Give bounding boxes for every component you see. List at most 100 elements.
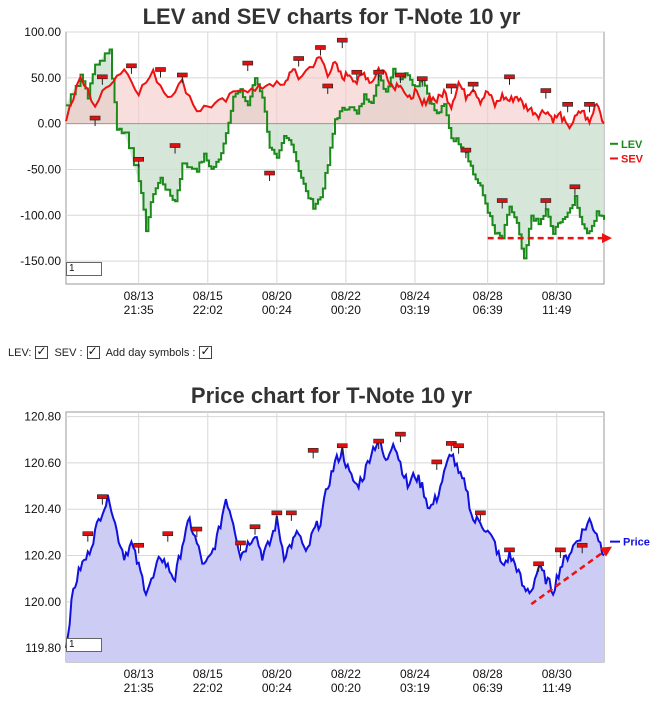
x-tick-time-label: 21:35: [124, 681, 154, 695]
x-tick-time-label: 22:02: [193, 681, 223, 695]
x-tick-time-label: 03:19: [400, 303, 430, 317]
x-tick-time-label: 22:02: [193, 303, 223, 317]
x-tick-date-label: 08/28: [473, 667, 503, 681]
x-tick-date-label: 08/20: [262, 289, 292, 303]
day-symbols-toggle-label: Add day symbols :: [105, 346, 196, 359]
lev-series-line: [66, 48, 605, 260]
x-tick-time-label: 00:20: [331, 303, 361, 317]
price-day-marker: [235, 540, 246, 546]
price-trend-arrow-head: [600, 546, 612, 557]
sev-day-marker: [467, 81, 479, 87]
day-symbols-checkbox[interactable]: [199, 344, 213, 359]
price-day-marker: [373, 438, 384, 444]
y-tick-label: 0.00: [38, 117, 62, 131]
sev-day-marker: [395, 72, 406, 78]
sev-day-marker: [293, 56, 304, 61]
lev-checkbox[interactable]: [35, 344, 49, 359]
sev-checkbox[interactable]: [86, 344, 100, 359]
x-tick-date-label: 08/30: [542, 289, 572, 303]
x-tick-time-label: 00:24: [262, 681, 292, 695]
x-tick-date-label: 08/15: [193, 289, 223, 303]
x-tick-time-label: 00:20: [331, 681, 361, 695]
sev-day-marker: [562, 102, 573, 107]
y-tick-label: 50.00: [31, 71, 61, 85]
x-tick-date-label: 08/22: [331, 667, 361, 681]
x-tick-time-label: 11:49: [542, 303, 571, 317]
price-zoom-input[interactable]: 1: [66, 638, 102, 652]
y-tick-label: 120.80: [24, 410, 61, 424]
price-day-marker: [162, 531, 174, 536]
price-area: [66, 440, 604, 662]
x-tick-date-label: 08/24: [400, 289, 430, 303]
price-day-marker: [475, 510, 486, 516]
price-day-marker: [395, 431, 406, 437]
x-tick-time-label: 00:24: [262, 303, 292, 317]
x-tick-time-label: 11:49: [542, 681, 571, 695]
x-tick-date-label: 08/28: [473, 289, 503, 303]
x-tick-time-label: 06:39: [473, 303, 503, 317]
lev-day-marker: [133, 156, 145, 162]
x-tick-date-label: 08/30: [542, 667, 572, 681]
lev-toggle-label: LEV:: [8, 346, 32, 359]
lev-day-marker: [169, 143, 181, 148]
x-tick-date-label: 08/20: [262, 667, 292, 681]
y-tick-label: 119.80: [25, 641, 61, 655]
y-tick-label: 120.60: [24, 456, 61, 470]
sev-day-marker: [242, 60, 254, 66]
price-day-marker: [446, 441, 457, 446]
price-day-marker: [271, 510, 283, 516]
lev-day-marker: [540, 198, 552, 203]
price-day-marker: [249, 524, 261, 530]
price-day-marker: [286, 510, 297, 516]
lev-day-marker: [89, 115, 101, 121]
sev-day-marker: [177, 72, 188, 78]
price-day-marker: [191, 526, 203, 532]
sev-day-marker: [373, 69, 384, 75]
sev-day-marker: [540, 88, 552, 93]
legend-price-label: Price: [623, 537, 650, 549]
price-day-marker: [431, 459, 443, 465]
price-day-marker: [576, 542, 588, 548]
price-chart-title: Price chart for T-Note 10 yr: [190, 383, 473, 408]
price-day-marker: [504, 547, 515, 553]
sev-day-marker: [97, 74, 108, 80]
x-tick-date-label: 08/13: [124, 667, 154, 681]
sev-day-marker: [126, 63, 137, 69]
lev-day-marker: [351, 69, 363, 75]
lev-day-marker: [460, 147, 472, 153]
trend-arrow-head: [602, 233, 612, 244]
price-trend-arrow-line: [530, 550, 605, 606]
lev-sev-zoom-input[interactable]: 1: [66, 262, 102, 276]
sev-area: [66, 57, 604, 129]
lev-area: [66, 49, 604, 259]
sev-series-line: [65, 56, 605, 131]
sev-day-marker: [416, 76, 428, 81]
x-tick-date-label: 08/15: [193, 667, 223, 681]
x-tick-date-label: 08/24: [400, 667, 430, 681]
price-day-marker: [555, 547, 566, 553]
sev-day-marker: [155, 67, 166, 72]
price-day-marker: [133, 542, 145, 548]
x-tick-date-label: 08/22: [331, 289, 361, 303]
sev-day-marker: [315, 45, 326, 50]
sev-day-marker: [336, 37, 348, 43]
x-tick-time-label: 03:19: [400, 681, 430, 695]
price-day-marker: [97, 494, 108, 499]
sev-day-marker: [504, 74, 515, 80]
x-tick-time-label: 21:35: [124, 303, 154, 317]
y-tick-label: -150.00: [20, 254, 61, 268]
price-day-marker: [307, 448, 319, 453]
y-tick-label: 120.20: [24, 549, 61, 563]
price-day-marker: [336, 443, 348, 449]
y-tick-label: 120.00: [24, 595, 61, 609]
y-tick-label: 100.00: [24, 25, 61, 39]
lev-day-marker: [569, 184, 581, 190]
lev-sev-chart: 100.00 50.00 0.00 -50.00 -100.00 -150.00 08/13…: [20, 25, 643, 317]
sev-day-marker: [446, 83, 457, 89]
sev-toggle-label: SEV :: [54, 346, 83, 359]
price-day-marker: [453, 443, 464, 449]
y-tick-label: -50.00: [27, 162, 61, 176]
lev-sev-chart-title: LEV and SEV charts for T-Note 10 yr: [142, 4, 521, 29]
x-tick-date-label: 08/13: [124, 289, 154, 303]
